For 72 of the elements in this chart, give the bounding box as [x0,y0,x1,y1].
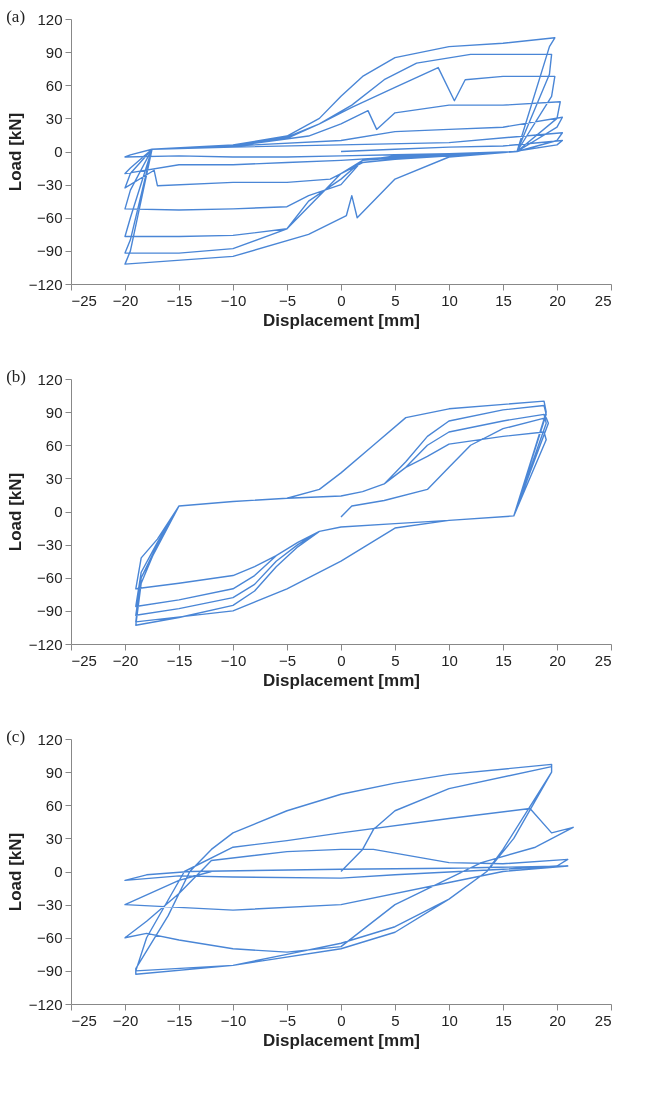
y-tick-label: −120 [28,635,63,653]
x-axis-title: Displacement [mm] [263,670,420,690]
y-tick-label: −30 [37,896,63,914]
x-axis-title: Displacement [mm] [263,1030,420,1050]
chart-title: (b) [6,367,27,386]
line-series [135,400,550,626]
y-tick-label: −60 [37,569,63,587]
x-tick-label: −15 [166,1011,193,1029]
x-tick-label: 0 [337,291,346,309]
y-tick-label: −90 [37,962,63,980]
chart-title: (a) [6,7,26,26]
y-tick-label: 30 [45,829,63,847]
y-tick-label: −120 [28,275,63,293]
y-tick-label: 60 [45,436,63,454]
y-axis-title: Load [kN] [5,112,25,192]
x-tick-label: 0 [337,1011,346,1029]
y-tick-label: 0 [54,863,63,880]
x-tick-label: −10 [220,651,247,669]
y-tick-label: −90 [37,602,63,620]
x-tick-label: 15 [495,1011,512,1029]
y-tick-label: −120 [28,995,63,1013]
y-tick-label: −30 [37,536,63,554]
x-tick-label: 20 [549,291,566,309]
x-tick-label: −5 [278,291,297,309]
y-axis-title: Load [kN] [5,472,25,552]
x-tick-label: 5 [391,291,400,309]
x-tick-label: −10 [220,291,247,309]
y-tick-label: 90 [45,43,63,61]
y-tick-label: 0 [54,143,63,160]
x-tick-label: 20 [549,1011,566,1029]
x-tick-label: 15 [495,651,512,669]
y-tick-label: 0 [54,503,63,520]
y-tick-label: 60 [45,76,63,94]
x-tick-label: −10 [220,1011,247,1029]
x-tick-label: −15 [166,291,193,309]
x-tick-label: −20 [112,291,139,309]
x-tick-label: −5 [278,651,297,669]
x-tick-label: −25 [71,1011,97,1029]
x-axis-title: Displacement [mm] [263,310,420,330]
x-tick-label: 10 [441,1011,458,1029]
x-tick-label: 10 [441,291,458,309]
x-tick-label: −20 [112,651,139,669]
line-series [124,37,564,265]
y-tick-label: 60 [45,796,63,814]
y-tick-label: 30 [45,469,63,487]
x-tick-label: 25 [594,651,612,669]
y-tick-label: 90 [45,763,63,781]
x-tick-label: −25 [71,651,97,669]
x-tick-label: 0 [337,651,346,669]
y-tick-label: −60 [37,209,63,227]
y-tick-label: −30 [37,176,63,194]
chart-title: (c) [6,727,26,746]
x-tick-label: 5 [391,1011,400,1029]
y-tick-label: 90 [45,403,63,421]
x-tick-label: −25 [71,291,97,309]
y-tick-label: −90 [37,242,63,260]
x-tick-label: −15 [166,651,193,669]
x-tick-label: 15 [495,291,512,309]
y-axis-title: Load [kN] [5,832,25,912]
x-tick-label: 5 [391,651,400,669]
y-tick-label: 120 [37,370,63,388]
x-tick-label: −5 [278,1011,297,1029]
x-tick-label: −20 [112,1011,139,1029]
line-series [124,763,574,975]
x-tick-label: 25 [594,1011,612,1029]
y-tick-label: 120 [37,10,63,28]
x-tick-label: 20 [549,651,566,669]
y-tick-label: 120 [37,730,63,748]
x-tick-label: 25 [594,291,612,309]
y-tick-label: 30 [45,109,63,127]
y-tick-label: −60 [37,929,63,947]
x-tick-label: 10 [441,651,458,669]
